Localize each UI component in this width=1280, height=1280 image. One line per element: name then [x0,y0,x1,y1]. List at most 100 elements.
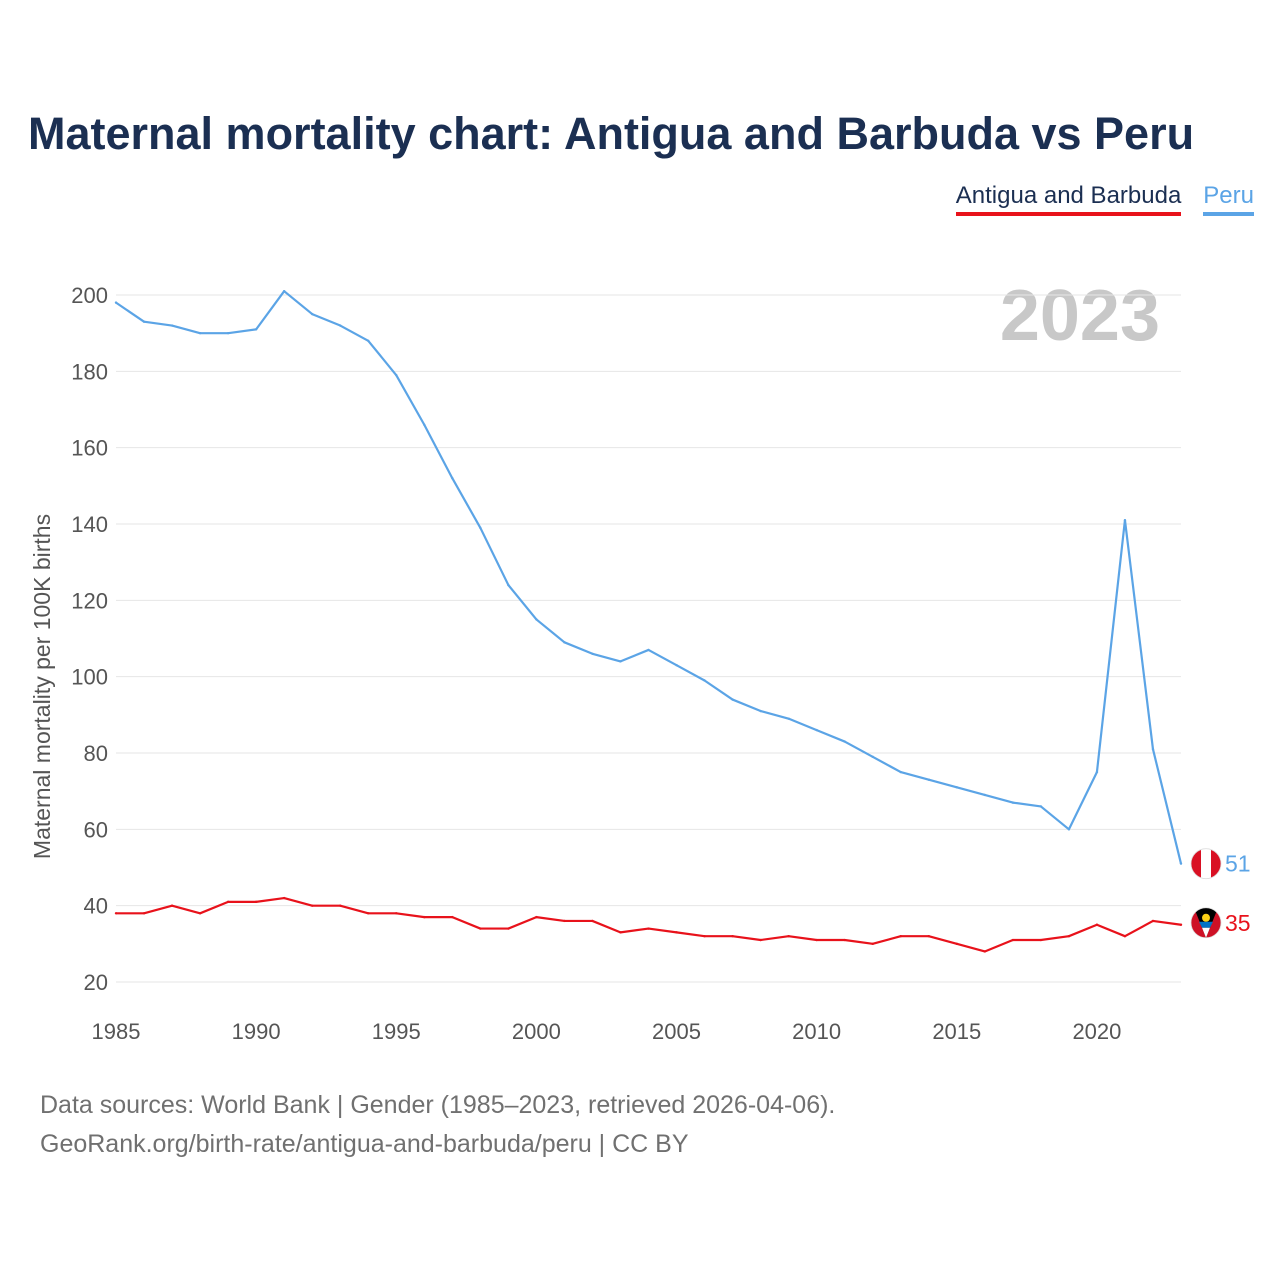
x-tick-label: 2015 [932,1019,981,1044]
data-point-peru [479,526,482,530]
data-point-antigua-and-barbuda [815,938,818,942]
data-point-antigua-and-barbuda [226,900,230,904]
data-point-antigua-and-barbuda [983,950,987,953]
end-label-peru: 51 [1225,851,1251,877]
data-point-antigua-and-barbuda [871,942,874,946]
data-point-peru [226,331,230,335]
data-point-antigua-and-barbuda [1151,919,1155,923]
y-tick-label: 180 [71,359,108,384]
data-point-antigua-and-barbuda [395,912,398,915]
data-point-peru [339,324,342,327]
chart-title: Maternal mortality chart: Antigua and Ba… [28,108,1195,159]
y-tick-label: 40 [84,894,108,919]
data-point-peru [395,373,398,377]
x-tick-label: 2005 [652,1019,701,1044]
end-label-antigua-and-barbuda: 35 [1225,910,1251,936]
data-point-antigua-and-barbuda [254,900,258,904]
data-point-antigua-and-barbuda [1123,935,1127,938]
data-point-peru [1095,770,1099,774]
data-point-peru [254,328,258,331]
y-tick-label: 160 [71,436,108,461]
data-point-antigua-and-barbuda [843,938,846,942]
y-axis-label: Maternal mortality per 100K births [29,514,55,859]
data-point-peru [1039,805,1043,808]
data-point-peru [871,755,874,759]
data-point-antigua-and-barbuda [198,912,202,915]
source-line-data: Data sources: World Bank | Gender (1985–… [40,1091,836,1119]
data-point-peru [507,583,510,587]
data-point-antigua-and-barbuda [142,912,146,915]
source-note: Data sources: World Bank | Gender (1985–… [40,1086,835,1164]
data-point-antigua-and-barbuda [310,904,314,907]
data-point-antigua-and-barbuda [1067,935,1071,938]
x-tick-label: 2010 [792,1019,841,1044]
data-point-peru [647,648,650,652]
data-point-antigua-and-barbuda [1039,938,1043,942]
data-point-antigua-and-barbuda [1011,938,1015,942]
x-tick-label: 2020 [1072,1019,1121,1044]
data-point-peru [1179,862,1183,865]
data-point-peru [142,320,146,323]
antigua-and-barbuda-flag-icon [1190,907,1222,939]
data-point-peru [703,679,706,682]
y-tick-label: 60 [84,817,108,842]
year-watermark: 2023 [1000,276,1160,356]
data-point-antigua-and-barbuda [927,935,930,938]
data-point-antigua-and-barbuda [367,912,370,915]
data-point-antigua-and-barbuda [282,896,286,900]
data-point-antigua-and-barbuda [759,938,762,942]
data-point-peru [619,660,622,663]
data-point-antigua-and-barbuda [339,904,342,907]
y-tick-label: 100 [71,665,108,690]
y-tick-label: 200 [71,283,108,308]
legend-item-peru[interactable]: Peru [1203,182,1254,216]
data-point-antigua-and-barbuda [703,935,706,938]
data-point-peru [423,423,426,426]
data-point-peru [955,786,958,789]
data-point-antigua-and-barbuda [955,942,958,946]
data-point-peru [899,770,902,774]
data-point-peru [927,778,930,781]
data-point-peru [675,664,678,667]
data-point-peru [367,339,370,342]
data-point-antigua-and-barbuda [451,915,454,919]
data-point-antigua-and-barbuda [1095,923,1099,926]
x-tick-label: 2000 [512,1019,561,1044]
data-point-peru [1123,518,1127,522]
data-point-antigua-and-barbuda [787,935,790,938]
x-tick-label: 1990 [232,1019,281,1044]
data-point-peru [170,324,174,327]
data-point-antigua-and-barbuda [170,904,174,907]
legend: Antigua and Barbuda Peru [955,182,1254,216]
data-point-peru [310,312,314,316]
data-point-antigua-and-barbuda [507,927,510,930]
y-tick-label: 20 [84,970,108,995]
data-point-antigua-and-barbuda [591,919,594,923]
peru-flag-icon [1190,848,1222,880]
source-line-url[interactable]: GeoRank.org/birth-rate/antigua-and-barbu… [40,1130,689,1158]
series-line-peru [115,290,1183,864]
data-point-peru [1011,801,1015,804]
data-point-antigua-and-barbuda [675,931,678,934]
x-tick-label: 1995 [372,1019,421,1044]
y-tick-label: 120 [71,588,108,613]
y-tick-label: 140 [71,512,108,537]
data-point-peru [1151,747,1155,751]
data-point-peru [563,641,566,644]
x-tick-label: 1985 [92,1019,141,1044]
data-point-antigua-and-barbuda [899,935,902,938]
legend-item-antigua-and-barbuda[interactable]: Antigua and Barbuda [955,182,1182,216]
data-point-peru [1067,828,1071,831]
data-point-peru [787,717,790,720]
data-point-antigua-and-barbuda [535,915,538,919]
data-point-peru [843,740,846,743]
data-point-peru [282,289,286,293]
data-point-peru [535,618,538,621]
data-point-peru [731,698,734,701]
data-point-antigua-and-barbuda [563,919,566,923]
data-point-peru [815,728,818,732]
data-point-antigua-and-barbuda [479,927,482,930]
data-point-antigua-and-barbuda [619,931,622,934]
data-point-peru [451,477,454,480]
line-chart: 2023 20 40 60 80 100 120 140 160 180 200 1985 1990 19… [29,276,1251,1044]
